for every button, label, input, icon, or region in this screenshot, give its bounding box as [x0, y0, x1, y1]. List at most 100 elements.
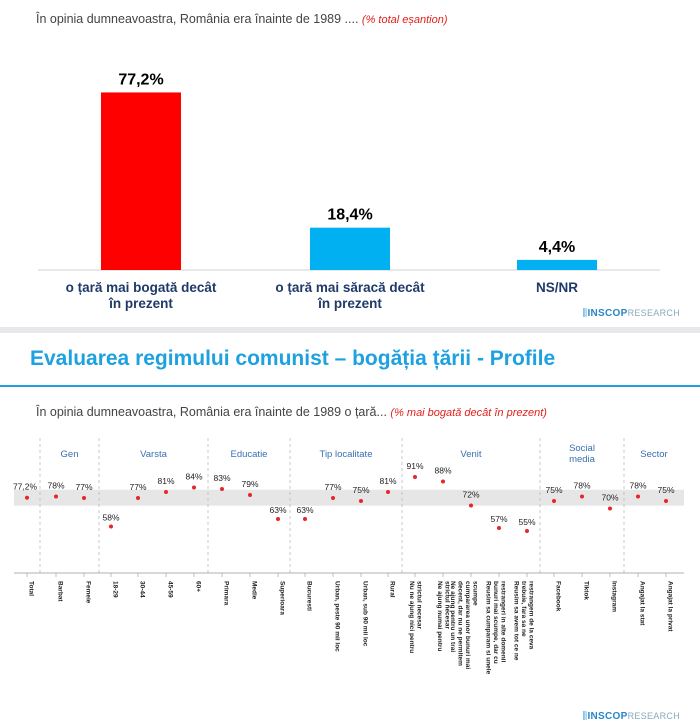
point-data-label: 84% — [185, 472, 202, 482]
group-label: Varsta — [140, 449, 167, 460]
category-label: Angajat la stat — [639, 581, 646, 626]
point-data-label: 75% — [545, 485, 562, 495]
category-label: 30-44 — [139, 581, 146, 598]
point-data-label: 63% — [296, 505, 313, 515]
data-point — [497, 526, 501, 530]
point-data-label: 72% — [462, 490, 479, 500]
data-point — [276, 517, 280, 521]
logo-mark-icon: ⫼ — [582, 308, 588, 319]
data-point — [164, 490, 168, 494]
data-point — [248, 493, 252, 497]
category-label: Angajat la privat — [667, 581, 674, 632]
group-label: Social — [569, 443, 595, 454]
point-data-label: 57% — [490, 514, 507, 524]
category-label: Facebook — [555, 581, 562, 612]
bar-data-label: 18,4% — [327, 207, 372, 224]
group-label: Tip localitate — [320, 449, 373, 460]
data-point — [608, 506, 612, 511]
question-note: (% mai bogată decât în prezent) — [390, 407, 547, 419]
data-point — [664, 499, 668, 503]
point-data-label: 77% — [129, 482, 146, 492]
category-label: 45-59 — [167, 581, 174, 598]
data-point — [136, 496, 140, 500]
inscop-logo: ⫼INSCOPRESEARCH — [583, 308, 680, 319]
group-label: Gen — [61, 449, 79, 460]
category-label: Urban, peste 90 mii loc — [334, 581, 341, 652]
title-divider — [0, 385, 700, 387]
data-point — [220, 487, 224, 491]
group-label: Educatie — [231, 449, 268, 460]
point-data-label: 55% — [518, 517, 535, 527]
logo-suffix: RESEARCH — [627, 308, 680, 318]
point-data-label: 77% — [324, 482, 341, 492]
total-reference-band — [14, 489, 684, 506]
category-label: Rural — [389, 581, 396, 598]
category-label: Bucuresti — [306, 581, 313, 611]
category-label: Superioara — [279, 581, 286, 615]
category-label: Ne ajung pentru un traidecent, dar nu ne… — [449, 581, 479, 669]
category-label: Reusim sa cumparam si unelebunuri mai sc… — [485, 581, 507, 675]
point-data-label: 78% — [573, 481, 590, 491]
data-point — [359, 499, 363, 503]
point-data-label: 78% — [629, 481, 646, 491]
slide-title: Evaluarea regimului comunist – bogăția ț… — [30, 347, 556, 370]
slide-overall: În opinia dumneavoastra, România era îna… — [0, 0, 700, 327]
question-label: În opinia dumneavoastra, România era îna… — [36, 405, 387, 419]
bar-data-label: 4,4% — [539, 239, 575, 256]
category-label: Primara — [223, 581, 230, 606]
category-label: Instagram — [611, 581, 618, 612]
data-point — [54, 494, 58, 499]
category-label: 60+ — [195, 581, 202, 592]
question-text: În opinia dumneavoastra, România era îna… — [36, 405, 547, 419]
logo-mark-icon: ⫼ — [582, 711, 588, 722]
group-label: Venit — [460, 449, 481, 460]
question-label: În opinia dumneavoastra, România era îna… — [36, 12, 359, 26]
data-point — [469, 503, 473, 508]
data-point — [386, 490, 390, 494]
category-label: Nu ne ajung nici pentrustrictul necesar — [408, 581, 423, 653]
category-label: Tiktok — [583, 581, 590, 600]
point-data-label: 88% — [434, 466, 451, 476]
question-note: (% total eșantion) — [361, 14, 448, 26]
category-label: NS/NR — [536, 280, 578, 295]
category-label: Ne ajung numai pentrustrictul necesar — [436, 581, 451, 651]
category-label: o țară mai săracă decât în prezent — [275, 280, 425, 311]
data-point — [441, 479, 445, 484]
data-point — [413, 475, 417, 479]
data-point — [580, 494, 584, 499]
point-data-label: 83% — [213, 473, 230, 483]
category-label: Total — [28, 581, 35, 596]
data-point — [552, 499, 556, 503]
data-point — [331, 496, 335, 500]
group-label: media — [569, 454, 596, 465]
slide-profile: Evaluarea regimului comunist – bogăția ț… — [0, 333, 700, 728]
data-point — [636, 494, 640, 499]
point-data-label: 77% — [75, 482, 92, 492]
category-label: Urban, sub 90 mii loc — [362, 581, 369, 647]
point-data-label: 63% — [269, 505, 286, 515]
point-data-label: 79% — [241, 479, 258, 489]
point-data-label: 58% — [102, 513, 119, 523]
point-data-label: 77,2% — [13, 482, 38, 492]
group-label: Sector — [640, 449, 667, 460]
bar — [101, 92, 181, 270]
question-text: În opinia dumneavoastra, România era îna… — [36, 12, 448, 26]
point-data-label: 78% — [47, 481, 64, 491]
point-data-label: 70% — [601, 493, 618, 503]
category-label: 18-29 — [112, 581, 119, 598]
point-data-label: 91% — [406, 461, 423, 471]
bar-chart: 77,2% o țară mai bogată decât în prezent 18… — [38, 71, 660, 311]
bar — [310, 227, 390, 270]
point-data-label: 75% — [352, 485, 369, 495]
logo-brand: INSCOP — [587, 711, 628, 722]
point-data-label: 81% — [379, 476, 396, 486]
data-point — [192, 485, 196, 490]
bar-data-label: 77,2% — [118, 71, 163, 88]
category-label: Barbat — [57, 581, 64, 602]
bar — [517, 259, 597, 270]
data-point — [25, 495, 29, 500]
category-label: Femeie — [85, 581, 92, 604]
category-label: Reusim sa avem tot ce netrebuie, fara sa… — [513, 581, 535, 661]
logo-suffix: RESEARCH — [627, 711, 680, 721]
inscop-logo: ⫼INSCOPRESEARCH — [583, 711, 680, 722]
